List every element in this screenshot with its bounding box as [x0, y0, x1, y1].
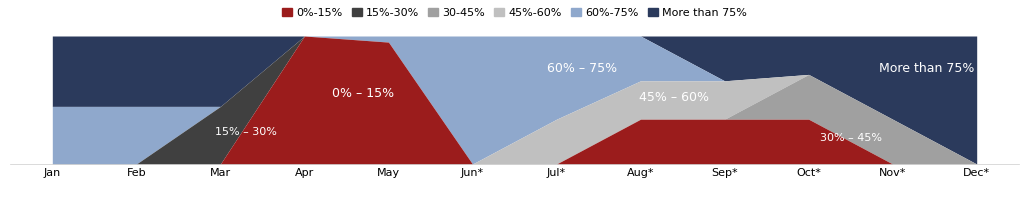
Text: 45% – 60%: 45% – 60%	[639, 91, 709, 104]
Text: 30% – 45%: 30% – 45%	[820, 133, 882, 143]
Legend: 0%-15%, 15%-30%, 30-45%, 45%-60%, 60%-75%, More than 75%: 0%-15%, 15%-30%, 30-45%, 45%-60%, 60%-75…	[278, 3, 751, 22]
Text: 0% – 15%: 0% – 15%	[332, 87, 394, 100]
Text: 15% – 30%: 15% – 30%	[215, 127, 277, 137]
Text: More than 75%: More than 75%	[879, 62, 974, 74]
Text: 60% – 75%: 60% – 75%	[546, 62, 616, 74]
